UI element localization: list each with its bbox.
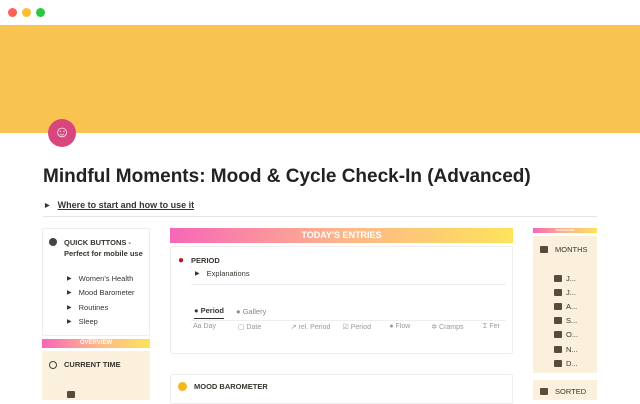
quick-item[interactable]: ▶ Routines — [67, 300, 143, 315]
smiling-face-icon[interactable]: ☺ — [48, 119, 76, 147]
column-label: Period — [350, 324, 371, 331]
cover-banner — [0, 25, 640, 133]
column-header-date[interactable]: ▢ Date — [237, 324, 262, 331]
close-button[interactable] — [8, 8, 17, 17]
explanations-label: Explanations — [206, 269, 250, 278]
column-header-fer[interactable]: Σ Fer — [483, 323, 500, 330]
current-time-card: CURRENT TIME — [42, 351, 150, 400]
divider — [191, 320, 506, 321]
smiling-face-icon — [178, 382, 187, 391]
tab-period[interactable]: ● Period — [194, 306, 224, 319]
triangle-right-icon: ▶ — [67, 304, 72, 311]
column-label: Date — [246, 324, 262, 331]
quick-item[interactable]: ▶ Mood Barometer — [67, 286, 143, 301]
column-label: rel. Period — [298, 324, 331, 331]
mood-barometer-title: MOOD BAROMETER — [194, 382, 268, 391]
month-link[interactable]: J... — [554, 285, 578, 299]
triangle-right-icon: ▶ — [67, 319, 72, 326]
gear-icon — [49, 238, 57, 246]
column-label: Fer — [489, 323, 500, 330]
calendar-icon — [554, 288, 562, 296]
month-link[interactable]: S... — [554, 314, 578, 328]
column-header-cramps[interactable]: ✲ Cramps — [431, 324, 464, 331]
month-link[interactable]: N... — [554, 342, 578, 356]
calendar-icon — [540, 246, 548, 253]
quick-item[interactable]: ▶ Women's Health — [67, 271, 143, 286]
column-header-day[interactable]: Aa Day — [193, 323, 216, 330]
calendar-icon — [554, 274, 562, 282]
triangle-right-icon: ▶ — [67, 290, 72, 297]
calendar-icon — [67, 391, 75, 398]
start-toggle[interactable]: ▶ Where to start and how to use it — [45, 200, 194, 210]
column-label: Flow — [395, 323, 411, 330]
months-title: MONTHS — [555, 245, 588, 254]
quick-buttons-card: QUICK BUTTONS - Perfect for mobile use ▶… — [42, 228, 150, 336]
calendar-icon — [554, 317, 562, 325]
zoom-button[interactable] — [36, 8, 45, 17]
blood-drop-icon: ● — [178, 255, 185, 266]
triangle-right-icon: ▶ — [67, 275, 72, 282]
month-link[interactable]: A... — [554, 299, 578, 313]
quick-item-label: Routines — [78, 302, 109, 312]
overview-header: OVERVIEW — [42, 339, 150, 348]
month-label: J... — [566, 273, 577, 283]
triangle-right-icon: ▶ — [195, 271, 200, 277]
todays-entries-header: TODAY'S ENTRIES — [170, 228, 513, 243]
tab-label: Gallery — [242, 306, 267, 316]
navigation-header: NAVIGATION — [533, 228, 597, 233]
quick-buttons-title: QUICK BUTTONS - Perfect for mobile use — [64, 238, 143, 258]
calendar-icon — [554, 302, 562, 310]
sorted-card: SORTED — [533, 380, 597, 400]
period-card: ● PERIOD ▶ Explanations ● Period ● Gallery… — [170, 246, 513, 354]
calendar-icon — [554, 359, 562, 367]
month-link[interactable]: O... — [554, 328, 578, 342]
column-label: Day — [203, 323, 216, 330]
sorted-title: SORTED — [555, 387, 587, 396]
month-label: J... — [566, 287, 577, 297]
month-label: S... — [566, 316, 578, 326]
divider — [43, 216, 597, 217]
column-header-flow[interactable]: ● Flow — [389, 323, 411, 330]
month-label: N... — [566, 344, 578, 354]
triangle-right-icon: ▶ — [45, 202, 50, 209]
current-time-title: CURRENT TIME — [64, 360, 121, 369]
minimize-button[interactable] — [22, 8, 31, 17]
toggle-label[interactable]: Where to start and how to use it — [57, 200, 195, 210]
month-link[interactable]: D... — [554, 356, 578, 370]
quick-item-label: Women's Health — [78, 273, 134, 283]
quick-item-label: Sleep — [78, 317, 98, 327]
calendar-icon — [554, 331, 562, 339]
quick-item-label: Mood Barometer — [78, 288, 135, 298]
quick-item[interactable]: ▶ Sleep — [67, 315, 143, 330]
column-header-period[interactable]: ☑ Period — [342, 324, 371, 331]
explanations-toggle[interactable]: ▶ Explanations — [195, 269, 250, 278]
calendar-icon — [554, 345, 562, 353]
period-title: PERIOD — [191, 256, 220, 265]
page-title: Mindful Moments: Mood & Cycle Check-In (… — [43, 166, 531, 187]
tab-label: Period — [200, 306, 224, 315]
month-label: D... — [566, 358, 578, 368]
column-label: Cramps — [439, 324, 464, 331]
month-label: O... — [566, 330, 579, 340]
month-link[interactable]: J... — [554, 271, 578, 285]
calendar-icon — [540, 388, 548, 395]
tab-gallery[interactable]: ● Gallery — [235, 306, 267, 316]
months-card: MONTHS J... J... A... S... O... N... D..… — [533, 236, 597, 373]
column-header-rel-period[interactable]: ↗ rel. Period — [290, 324, 331, 331]
month-label: A... — [566, 301, 578, 311]
divider — [191, 284, 506, 285]
circle-icon — [49, 360, 57, 369]
